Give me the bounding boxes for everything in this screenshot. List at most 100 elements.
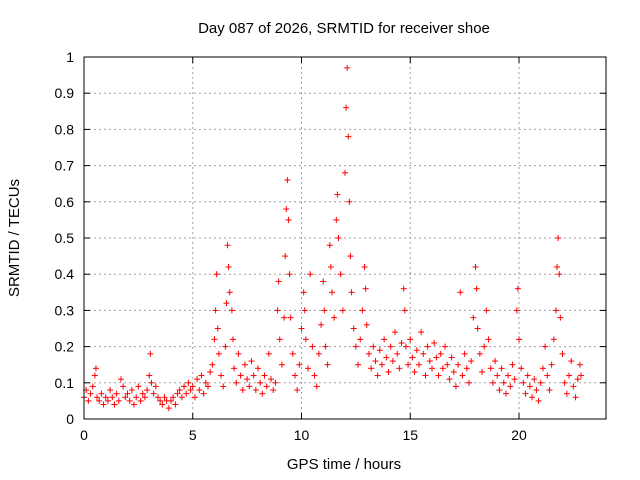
data-point [546,387,553,394]
data-point [259,390,266,397]
data-point [531,376,538,383]
data-point [446,376,453,383]
data-point [522,390,529,397]
data-point [363,321,370,328]
y-tick-label: 0.8 [55,121,75,137]
data-point [411,368,418,375]
data-point [420,350,427,357]
data-point [92,365,99,372]
data-point [485,336,492,343]
data-point [233,379,240,386]
data-point [333,216,340,223]
data-point [165,405,172,412]
data-point [285,216,292,223]
data-point [463,365,470,372]
data-point [455,361,462,368]
data-point [109,394,116,401]
x-axis-label: GPS time / hours [287,456,401,473]
data-point [87,390,94,397]
data-point [159,401,166,408]
data-point [572,394,579,401]
data-point [113,390,120,397]
data-point [337,271,344,278]
data-point [407,336,414,343]
data-point [276,336,283,343]
data-point [444,361,451,368]
data-point [214,325,221,332]
y-axis: 0 0.1 0.2 0.3 0.4 0.5 0.6 0.7 0.8 0.9 1 [55,49,606,427]
data-point [265,350,272,357]
x-tick-label: 0 [80,427,88,443]
data-point [294,387,301,394]
data-point [89,383,96,390]
data-point [502,390,509,397]
data-point [302,336,309,343]
data-point [489,379,496,386]
data-point [554,263,561,270]
data-points [81,64,584,412]
data-point [311,372,318,379]
data-point [284,177,291,184]
data-point [557,314,564,321]
data-point [170,394,177,401]
data-point [389,358,396,365]
data-point [198,372,205,379]
data-point [315,350,322,357]
data-point [120,383,127,390]
data-point [479,368,486,375]
data-point [481,343,488,350]
data-point [405,361,412,368]
data-point [505,372,512,379]
data-point [559,350,566,357]
data-point [139,390,146,397]
y-tick-label: 0 [66,411,74,427]
data-point [433,354,440,361]
data-point [552,307,559,314]
data-point [239,387,246,394]
x-axis: 0 5 10 15 20 [80,57,527,443]
data-point [157,397,164,404]
data-point [126,397,133,404]
data-point [85,397,92,404]
data-point [211,336,218,343]
data-point [320,278,327,285]
data-point [533,387,540,394]
data-point [147,350,154,357]
data-point [172,401,179,408]
data-point [524,372,531,379]
data-point [550,336,557,343]
data-point [457,289,464,296]
data-point [237,372,244,379]
data-point [577,372,584,379]
data-point [348,289,355,296]
data-point [144,387,151,394]
data-point [439,365,446,372]
data-point [450,368,457,375]
y-tick-label: 0.6 [55,194,75,210]
data-point [509,361,516,368]
data-point [537,379,544,386]
data-point [131,401,138,408]
data-point [282,253,289,260]
data-point [415,361,422,368]
y-tick-label: 0.7 [55,158,75,174]
data-point [452,383,459,390]
data-point [424,343,431,350]
data-point [183,390,190,397]
data-point [374,372,381,379]
data-point [100,401,107,408]
data-point [409,354,416,361]
data-point [426,358,433,365]
data-point [212,307,219,314]
data-point [223,300,230,307]
data-point [570,383,577,390]
data-point [465,379,472,386]
data-point [102,394,109,401]
data-point [272,379,279,386]
data-point [566,372,573,379]
data-point [94,394,101,401]
data-point [352,343,359,350]
data-point [327,263,334,270]
data-point [207,368,214,375]
